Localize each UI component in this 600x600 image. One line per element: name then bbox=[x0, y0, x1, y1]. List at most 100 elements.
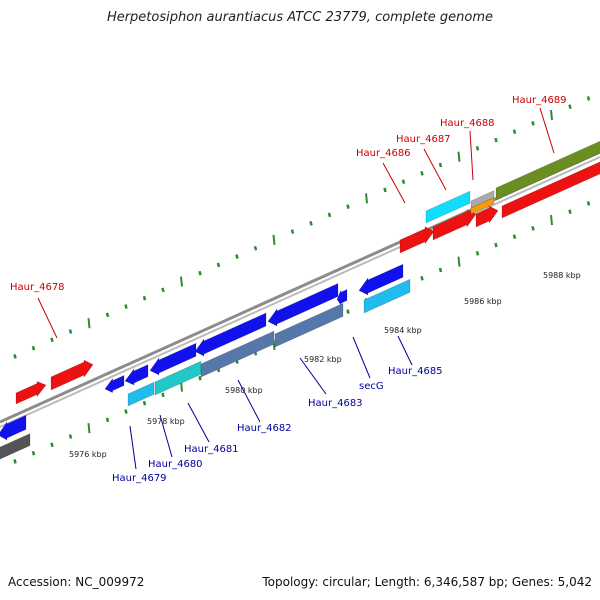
gene-blue bbox=[104, 374, 125, 394]
tick-mark-top bbox=[253, 245, 258, 251]
tick-mark-top bbox=[31, 345, 36, 351]
tick-mark-bottom bbox=[13, 459, 17, 464]
map-title: Herpetosiphon aurantiacus ATCC 23779, co… bbox=[106, 10, 494, 25]
label-leader-lines bbox=[37, 107, 555, 470]
gene-label-bottom: Haur_4682 bbox=[237, 423, 292, 434]
topology-summary: Topology: circular; Length: 6,346,587 bp… bbox=[262, 575, 592, 589]
scale-labels: 5976 kbp 5978 kbp 5980 kbp 5982 kbp 5984 kbp… bbox=[69, 271, 581, 459]
tick-mark-bottom bbox=[198, 375, 202, 381]
scale-label: 5980 kbp bbox=[225, 386, 263, 395]
tick-mark-top bbox=[68, 329, 73, 334]
gene-label-top: Haur_4688 bbox=[440, 118, 495, 129]
tick-mark-top bbox=[124, 304, 128, 309]
scale-label: 5978 kbp bbox=[147, 417, 185, 426]
tick-mark-bottom bbox=[457, 256, 461, 267]
label-leader-line bbox=[382, 162, 406, 204]
gene-labels: Haur_4678 Haur_4686 Haur_4687 Haur_4688 Haur… bbox=[10, 95, 567, 484]
accession-text: Accession: NC_009972 bbox=[8, 575, 145, 589]
tick-mark-top bbox=[568, 104, 572, 110]
tick-mark-top bbox=[401, 179, 406, 184]
tick-mark-bottom bbox=[494, 242, 498, 248]
tick-mark-top bbox=[216, 262, 221, 268]
tick-mark-top bbox=[365, 193, 368, 204]
gene-blue bbox=[194, 312, 267, 357]
tick-mark-top bbox=[142, 295, 147, 301]
gene-blue bbox=[358, 263, 404, 296]
tick-mark-top bbox=[309, 220, 313, 226]
gene-blue bbox=[124, 364, 149, 386]
scale-label: 5988 kbp bbox=[543, 271, 581, 280]
tick-mark-bottom bbox=[475, 251, 480, 256]
gene-orange bbox=[470, 197, 495, 215]
tick-mark-top bbox=[105, 312, 110, 318]
tick-mark-top bbox=[346, 204, 350, 209]
tick-mark-top bbox=[512, 129, 517, 135]
gene-grey bbox=[470, 190, 495, 209]
tick-mark-top bbox=[161, 287, 165, 293]
label-leader-line bbox=[237, 379, 261, 423]
tick-mark-top bbox=[586, 96, 591, 101]
scale-label: 5976 kbp bbox=[69, 450, 107, 459]
tick-mark-bottom bbox=[68, 434, 73, 439]
gene-red bbox=[501, 161, 600, 219]
gene-blue bbox=[0, 414, 27, 441]
gene-label-bottom: Haur_4679 bbox=[112, 473, 167, 484]
label-leader-line bbox=[539, 107, 555, 154]
tick-mark-bottom bbox=[31, 450, 36, 456]
tick-mark-bottom bbox=[420, 276, 424, 281]
tick-mark-bottom bbox=[346, 309, 350, 314]
gene-blue bbox=[149, 342, 197, 376]
tick-mark-bottom bbox=[568, 209, 572, 215]
label-leader-line bbox=[159, 414, 173, 458]
tick-mark-bottom bbox=[438, 267, 443, 273]
gene-sky bbox=[127, 381, 155, 407]
gene-label-top: Haur_4687 bbox=[396, 134, 451, 145]
gene-red bbox=[399, 226, 435, 254]
tick-mark-bottom bbox=[87, 423, 91, 434]
tick-mark-top bbox=[50, 337, 54, 343]
tick-mark-bottom bbox=[586, 201, 591, 206]
tick-mark-top bbox=[457, 151, 461, 162]
label-leader-line bbox=[352, 336, 371, 379]
gene-olive bbox=[495, 140, 600, 201]
gene-label-bottom: Haur_4683 bbox=[308, 398, 363, 409]
label-leader-line bbox=[423, 148, 447, 191]
tick-mark-top bbox=[383, 187, 387, 193]
tick-mark-top bbox=[531, 121, 535, 126]
gene-blue bbox=[336, 289, 348, 307]
tick-mark-bottom bbox=[105, 417, 110, 423]
top-tick-row bbox=[13, 96, 591, 359]
tick-mark-bottom bbox=[124, 409, 128, 414]
tick-mark-top bbox=[494, 137, 498, 143]
tick-mark-top bbox=[235, 254, 239, 259]
gene-label-bottom: Haur_4681 bbox=[184, 444, 239, 455]
scale-label: 5984 kbp bbox=[384, 326, 422, 335]
tick-mark-top bbox=[475, 146, 480, 151]
tick-mark-bottom bbox=[50, 442, 54, 448]
tick-mark-bottom bbox=[512, 234, 517, 240]
tick-mark-top bbox=[290, 229, 295, 234]
tick-mark-top bbox=[13, 354, 17, 359]
tick-mark-top bbox=[327, 212, 332, 218]
label-leader-line bbox=[37, 297, 58, 339]
backbone-line-lower bbox=[0, 156, 600, 428]
label-leader-line bbox=[469, 130, 474, 181]
label-leader-line bbox=[299, 357, 327, 395]
tick-mark-top bbox=[272, 234, 276, 246]
label-leader-line bbox=[187, 402, 210, 443]
gene-label-top: Haur_4678 bbox=[10, 282, 65, 293]
gene-sky bbox=[363, 278, 411, 314]
gene-label-bottom: Haur_4685 bbox=[388, 366, 443, 377]
tick-mark-top bbox=[550, 109, 553, 121]
label-leader-line bbox=[129, 425, 137, 470]
gene-label-bottom: secG bbox=[359, 381, 384, 392]
tick-mark-top bbox=[438, 162, 443, 168]
gene-label-top: Haur_4686 bbox=[356, 148, 411, 159]
gene-red bbox=[50, 359, 94, 391]
tick-mark-top bbox=[420, 171, 424, 176]
gene-teal bbox=[154, 360, 202, 396]
tick-mark-bottom bbox=[161, 392, 165, 398]
tick-mark-top bbox=[180, 276, 183, 287]
gene-label-top: Haur_4689 bbox=[512, 95, 567, 106]
tick-mark-bottom bbox=[531, 226, 535, 231]
